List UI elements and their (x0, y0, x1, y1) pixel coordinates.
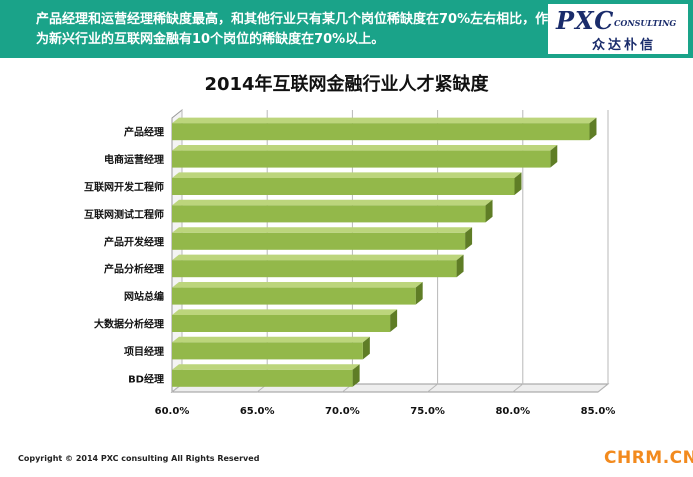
x-tick-label: 75.0% (410, 406, 445, 417)
category-label: 项目经理 (124, 345, 164, 358)
header-banner: 产品经理和运营经理稀缺度最高，和其他行业只有某几个岗位稀缺度在70%左右相比，作… (0, 0, 693, 58)
bar-top (172, 364, 360, 370)
category-label: 互联网测试工程师 (84, 208, 164, 221)
bar-top (172, 227, 473, 233)
bar-top (172, 282, 423, 288)
bar (172, 315, 391, 332)
bar-side (362, 336, 370, 360)
bar-side (550, 145, 558, 168)
x-tick-label: 65.0% (240, 406, 275, 417)
bar-top (172, 172, 522, 179)
category-label: 产品经理 (124, 126, 164, 139)
chart-title: 2014年互联网金融行业人才紧缺度 (204, 74, 489, 95)
bar (172, 150, 551, 168)
bar-side (415, 282, 423, 305)
copyright-text: Copyright © 2014 PXC consulting All Righ… (18, 454, 260, 463)
category-label: 产品开发经理 (104, 235, 164, 248)
bar (172, 369, 353, 387)
bar-top (172, 254, 464, 261)
logo-chinese-text: 众达朴信 (592, 38, 657, 53)
bar-side (485, 199, 493, 223)
bar (172, 232, 466, 250)
bar (172, 178, 515, 195)
bar-side (589, 117, 597, 141)
floor-gridline (597, 383, 609, 393)
floor-gridline (512, 383, 524, 393)
bar-side (352, 364, 360, 387)
x-tick-label: 70.0% (325, 406, 360, 417)
bar-side (390, 309, 398, 332)
logo-main-text: PXC (556, 6, 615, 35)
bar (172, 205, 486, 223)
category-label: 大数据分析经理 (94, 318, 164, 331)
x-tick-label: 60.0% (155, 406, 190, 417)
bar-top (172, 336, 370, 343)
bar-top (172, 309, 398, 316)
bar-side (465, 227, 473, 250)
bar-top (172, 117, 597, 124)
floor-gridline (427, 383, 438, 393)
bar-top (172, 199, 493, 206)
bar-top (172, 145, 558, 151)
category-label: 产品分析经理 (104, 263, 164, 276)
bar-side (456, 254, 464, 278)
site-watermark: CHRM.CN (604, 448, 693, 468)
bar (172, 342, 363, 360)
bar-side (514, 172, 522, 195)
header-summary-text: 产品经理和运营经理稀缺度最高，和其他行业只有某几个岗位稀缺度在70%左右相比，作… (36, 12, 549, 47)
bar (172, 123, 590, 141)
category-label: BD经理 (128, 372, 164, 385)
bar (172, 287, 416, 305)
category-label: 电商运营经理 (104, 153, 164, 166)
pxc-logo: PXC CONSULTING 众达朴信 (548, 4, 688, 54)
category-label: 互联网开发工程师 (84, 181, 164, 194)
category-label: 网站总编 (124, 290, 164, 303)
x-tick-label: 80.0% (495, 406, 530, 417)
x-tick-label: 85.0% (581, 406, 616, 417)
logo-sub-text: CONSULTING (614, 18, 677, 28)
bar (172, 260, 457, 278)
